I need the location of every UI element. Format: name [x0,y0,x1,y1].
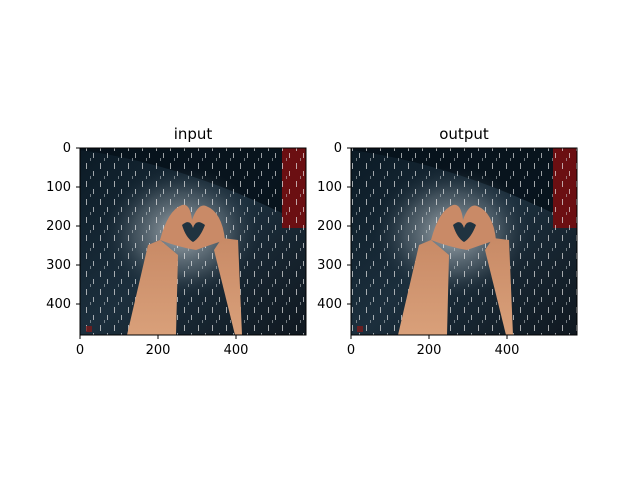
y-tick-label: 400 [317,297,342,312]
output-tick-marks [347,147,508,339]
y-tick-label: 400 [46,297,71,312]
x-tick-label: 400 [494,343,520,358]
input-image [80,148,306,335]
x-tick-label: 400 [223,343,249,358]
y-tick-label: 0 [62,141,71,156]
y-tick-label: 300 [46,258,71,273]
y-tick-label: 300 [317,258,342,273]
x-tick-label: 0 [346,343,356,358]
x-tick-label: 200 [145,343,171,358]
input-axes-frame [79,147,307,336]
output-axes-frame [350,147,578,336]
y-tick-label: 100 [46,180,71,195]
x-tick-label: 0 [75,343,85,358]
panel-title: input [173,125,213,143]
panel-title: output [439,125,489,143]
y-tick-label: 200 [46,219,71,234]
input-tick-marks [76,147,237,339]
y-tick-label: 100 [317,180,342,195]
x-tick-label: 200 [416,343,442,358]
y-tick-label: 0 [333,141,342,156]
y-tick-label: 200 [317,219,342,234]
output-image [351,148,577,335]
